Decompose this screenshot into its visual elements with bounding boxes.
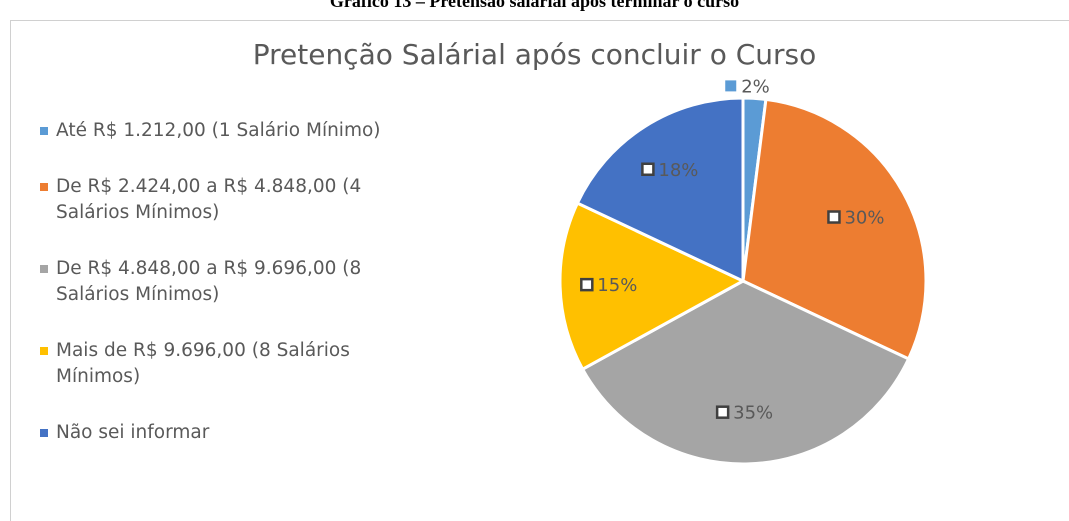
data-label: 2% — [741, 76, 770, 97]
pie-slice — [575, 96, 745, 284]
label-marker — [827, 210, 841, 224]
legend-item: De R$ 4.848,00 a R$ 9.696,00 (8 Salários… — [40, 256, 428, 308]
legend-item: Até R$ 1.212,00 (1 Salário Mínimo) — [40, 118, 428, 144]
label-marker — [715, 405, 730, 419]
pie-slice — [558, 201, 747, 372]
legend-label: Mais de R$ 9.696,00 (8 Salários Mínimos) — [56, 340, 350, 387]
legend-swatch — [40, 183, 48, 191]
page: Gráfico 13 – Pretensão salarial após ter… — [10, 0, 1069, 521]
pie-slice — [580, 279, 911, 466]
legend-label: De R$ 4.848,00 a R$ 9.696,00 (8 Salários… — [56, 258, 362, 305]
legend-item: Não sei informar — [40, 420, 428, 446]
legend-swatch — [40, 265, 48, 273]
legend-item: De R$ 2.424,00 a R$ 4.848,00 (4 Salários… — [40, 174, 428, 226]
label-marker — [580, 277, 594, 292]
data-label: 30% — [844, 208, 884, 229]
pie-slice — [741, 97, 928, 361]
legend-swatch — [40, 429, 48, 437]
label-marker — [725, 80, 737, 92]
caption: Gráfico 13 – Pretensão salarial após ter… — [329, 0, 740, 11]
data-label: 18% — [658, 160, 698, 181]
legend-swatch — [40, 347, 48, 355]
data-label: 15% — [597, 275, 637, 296]
legend-label: De R$ 2.424,00 a R$ 4.848,00 (4 Salários… — [56, 176, 362, 223]
legend-swatch — [40, 127, 48, 135]
legend-label: Até R$ 1.212,00 (1 Salário Mínimo) — [56, 120, 381, 141]
legend-label: Não sei informar — [56, 422, 210, 443]
chart-frame — [10, 20, 1069, 521]
data-label: 35% — [733, 403, 773, 424]
legend: Até R$ 1.212,00 (1 Salário Mínimo) De R$ … — [40, 118, 428, 446]
label-marker — [641, 162, 655, 177]
pie-chart: 2% 30% 35% 15% 18% — [558, 76, 928, 466]
chart-title: Pretenção Salárial após concluir o Curso — [252, 38, 817, 71]
legend-item: Mais de R$ 9.696,00 (8 Salários Mínimos) — [40, 338, 428, 390]
